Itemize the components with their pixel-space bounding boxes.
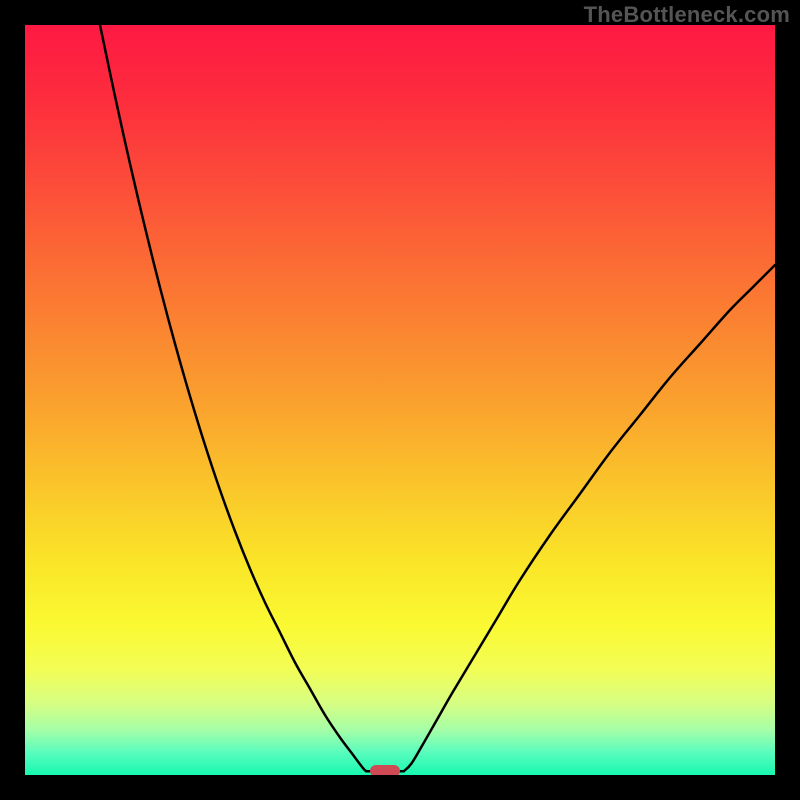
curve-svg xyxy=(25,25,775,775)
optimum-marker xyxy=(370,765,400,775)
watermark-text: TheBottleneck.com xyxy=(584,2,790,28)
plot-area xyxy=(25,25,775,775)
curve-path xyxy=(404,265,775,771)
curve-path xyxy=(100,25,366,771)
chart-container: TheBottleneck.com xyxy=(0,0,800,800)
